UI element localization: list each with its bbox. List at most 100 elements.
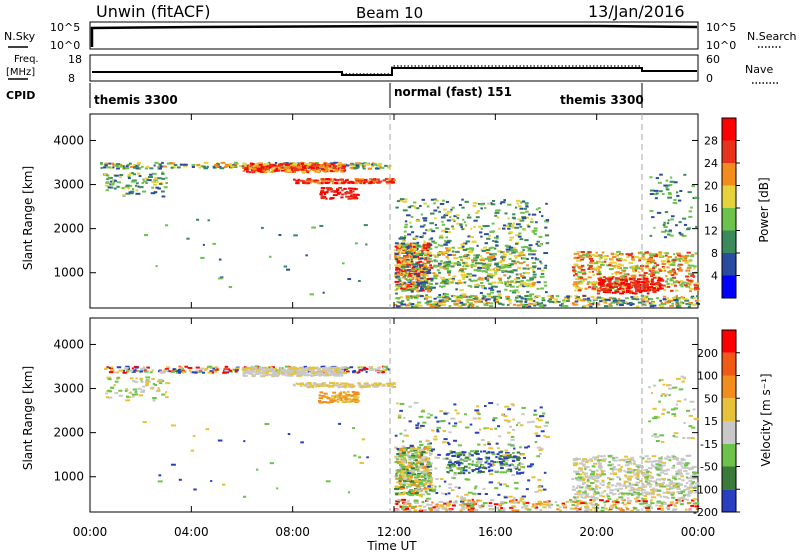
range-cell	[461, 303, 466, 306]
range-cell	[118, 394, 124, 397]
range-cell	[623, 503, 627, 506]
range-cell	[311, 371, 314, 374]
range-cell	[246, 164, 250, 167]
range-cell	[694, 252, 698, 255]
range-cell	[648, 280, 653, 283]
range-cell	[474, 284, 479, 287]
range-cell	[666, 297, 670, 300]
range-cell	[623, 266, 629, 269]
range-cell	[124, 389, 128, 392]
range-cell	[497, 509, 501, 512]
range-cell	[408, 287, 414, 290]
range-cell	[521, 282, 527, 285]
range-cell	[635, 290, 640, 293]
range-cell	[409, 450, 413, 453]
range-cell	[592, 288, 598, 291]
range-cell	[260, 168, 265, 171]
range-cell	[486, 460, 489, 463]
range-cell	[129, 377, 134, 380]
range-cell	[520, 246, 526, 249]
range-cell	[422, 232, 427, 235]
range-cell	[137, 387, 142, 390]
range-cell	[513, 255, 519, 258]
range-cell	[485, 456, 491, 459]
range-cell	[278, 163, 281, 166]
range-cell	[434, 509, 440, 512]
range-cell	[172, 368, 176, 371]
range-cell	[582, 256, 586, 259]
range-cell	[394, 292, 399, 295]
range-cell	[624, 280, 629, 283]
range-cell	[657, 277, 663, 280]
range-cell	[477, 461, 483, 464]
range-cell	[339, 370, 343, 373]
range-cell	[669, 304, 674, 307]
range-cell	[651, 270, 654, 273]
range-cell	[539, 447, 544, 450]
range-cell	[507, 222, 513, 225]
range-cell	[681, 234, 687, 237]
range-cell	[602, 279, 606, 282]
range-cell	[525, 304, 529, 307]
range-cell	[175, 371, 180, 374]
range-cell	[445, 266, 450, 269]
range-cell	[636, 278, 642, 281]
range-cell	[107, 177, 111, 180]
range-cell	[406, 214, 411, 217]
range-cell	[413, 275, 417, 278]
range-cell	[532, 266, 536, 269]
range-cell	[399, 280, 402, 283]
range-cell	[479, 292, 483, 295]
range-cell	[382, 371, 385, 374]
range-cell	[158, 167, 162, 170]
range-cell	[451, 246, 455, 249]
range-cell	[339, 178, 344, 181]
range-cell	[679, 280, 684, 283]
range-cell	[490, 246, 495, 249]
range-cell	[424, 481, 428, 484]
range-cell	[673, 253, 676, 256]
range-cell	[510, 501, 513, 504]
range-cell	[396, 264, 399, 267]
range-cell	[534, 258, 540, 261]
range-cell	[387, 383, 392, 386]
range-cell	[630, 274, 634, 277]
range-cell	[116, 181, 122, 184]
range-cell	[518, 252, 523, 255]
range-cell	[561, 504, 565, 507]
range-cell	[666, 222, 670, 225]
range-cell	[461, 198, 464, 201]
range-cell	[540, 430, 545, 433]
range-cell	[359, 182, 362, 185]
range-cell	[340, 193, 345, 196]
range-cell	[592, 273, 596, 276]
range-cell	[606, 284, 609, 287]
range-cell	[408, 405, 412, 408]
range-cell	[685, 302, 690, 305]
range-cell	[261, 375, 264, 378]
range-cell	[678, 221, 682, 224]
range-cell	[288, 374, 294, 377]
range-cell	[143, 370, 149, 373]
range-cell	[400, 268, 403, 271]
range-cell	[663, 269, 667, 272]
range-cell	[521, 305, 527, 308]
range-cell	[525, 271, 528, 274]
range-cell	[584, 509, 589, 512]
range-cell	[337, 394, 342, 397]
range-cell	[589, 302, 592, 305]
range-cell	[588, 281, 594, 284]
range-cell	[599, 279, 603, 282]
range-cell	[427, 477, 430, 480]
range-cell	[586, 304, 589, 307]
range-cell	[493, 272, 498, 275]
range-cell	[271, 168, 275, 171]
range-cell	[438, 294, 442, 297]
range-cell	[496, 290, 501, 293]
range-cell	[404, 234, 407, 237]
range-cell	[318, 372, 323, 375]
range-cell	[526, 298, 532, 301]
range-cell	[614, 277, 620, 280]
range-cell	[626, 502, 631, 505]
range-cell	[463, 221, 466, 224]
